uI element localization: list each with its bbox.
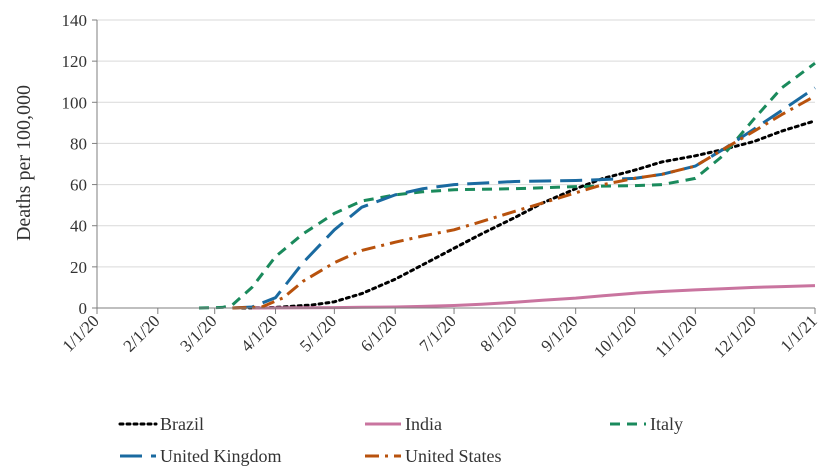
series-line-united-kingdom <box>232 86 816 310</box>
y-tick-label: 0 <box>79 299 88 318</box>
x-tick-label: 1/1/20 <box>59 311 103 355</box>
legend-label-brazil: Brazil <box>160 414 204 434</box>
x-tick-label: 10/1/20 <box>590 311 640 361</box>
x-tick-label: 9/1/20 <box>537 311 581 355</box>
series-lines <box>198 61 817 310</box>
x-tick-label: 11/1/20 <box>651 311 701 361</box>
y-tick-label: 120 <box>62 52 88 71</box>
series-line-india <box>251 284 816 310</box>
y-tick-label: 100 <box>62 93 88 112</box>
y-tick-label: 20 <box>70 258 87 277</box>
x-tick-label: 4/1/20 <box>237 311 281 355</box>
legend: Brazil India Italy United Kingdom United Sta… <box>118 414 683 466</box>
legend-label-india: India <box>405 414 442 434</box>
y-tick-label: 80 <box>70 134 87 153</box>
y-tick-label: 140 <box>62 11 88 30</box>
y-tick-label: 60 <box>70 176 87 195</box>
x-tick-label: 7/1/20 <box>416 311 460 355</box>
y-tick-label: 40 <box>70 217 87 236</box>
x-tick-label: 2/1/20 <box>119 311 163 355</box>
x-tick-label: 12/1/20 <box>710 311 760 361</box>
legend-label-italy: Italy <box>650 414 683 434</box>
x-tick-label: 3/1/20 <box>176 311 220 355</box>
series-line-united-states <box>232 94 816 310</box>
x-tick-label: 6/1/20 <box>357 311 401 355</box>
series-line-italy <box>198 61 816 310</box>
legend-label-united-kingdom: United Kingdom <box>160 446 282 466</box>
x-tick-label: 5/1/20 <box>296 311 340 355</box>
x-tick-label: 1/1/21 <box>777 311 821 355</box>
legend-label-united-states: United States <box>405 446 502 466</box>
x-tick-label: 8/1/20 <box>477 311 521 355</box>
y-axis-title: Deaths per 100,000 <box>13 85 35 241</box>
